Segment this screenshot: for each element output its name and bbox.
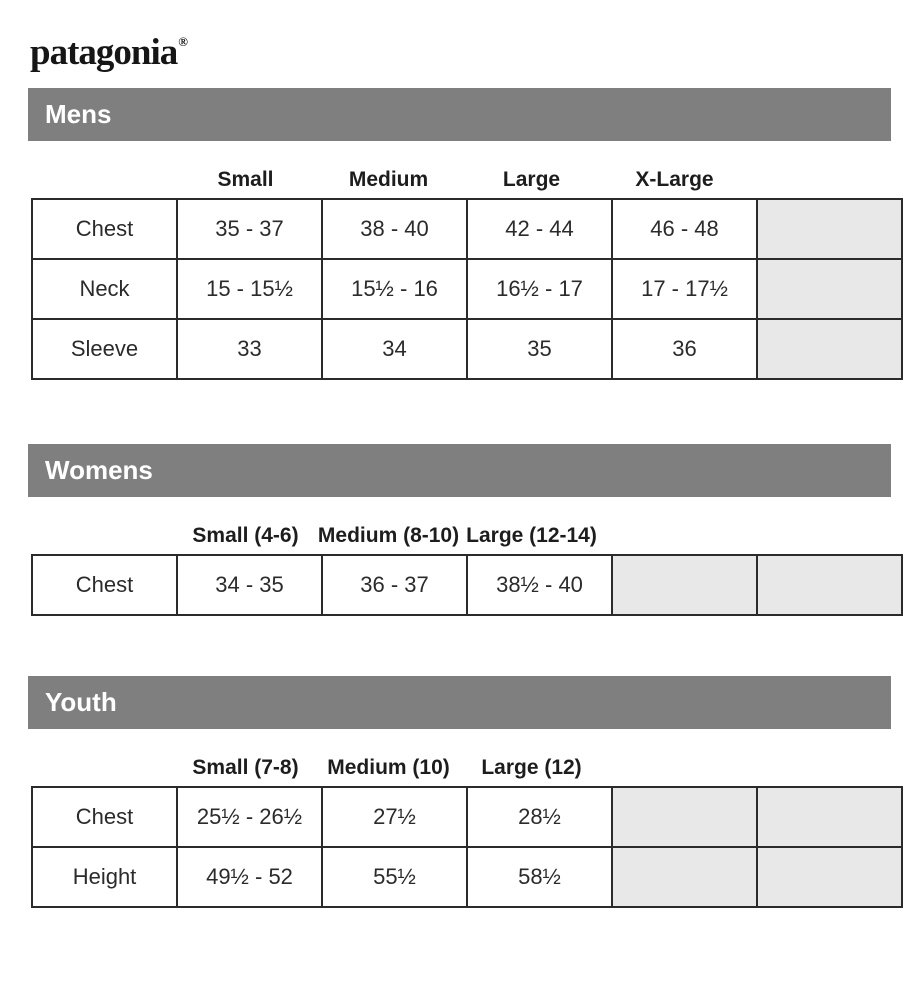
registered-mark: ® bbox=[178, 34, 188, 49]
youth-column-headers: Small (7-8) Medium (10) Large (12) bbox=[31, 752, 891, 786]
table-cell: 36 bbox=[611, 318, 758, 380]
table-cell: 49½ - 52 bbox=[176, 846, 323, 908]
empty-cell bbox=[611, 786, 758, 848]
section-womens: Womens Small (4-6) Medium (8-10) Large (… bbox=[28, 444, 903, 616]
table-cell: 38½ - 40 bbox=[466, 554, 613, 616]
table-row-height: Height 49½ - 52 55½ 58½ bbox=[31, 846, 903, 908]
womens-section-title: Womens bbox=[45, 455, 153, 485]
youth-section-title: Youth bbox=[45, 687, 117, 717]
logo-text: patagonia bbox=[30, 32, 178, 73]
table-row-chest: Chest 35 - 37 38 - 40 42 - 44 46 - 48 bbox=[31, 198, 903, 260]
mens-header-medium: Medium bbox=[348, 168, 429, 191]
table-cell: 35 - 37 bbox=[176, 198, 323, 260]
column-header-spacer bbox=[31, 192, 174, 198]
column-header-spacer bbox=[31, 780, 174, 786]
youth-header-small: Small (7-8) bbox=[192, 756, 299, 779]
row-label: Chest bbox=[31, 554, 178, 616]
mens-size-table: Chest 35 - 37 38 - 40 42 - 44 46 - 48 Ne… bbox=[31, 198, 903, 380]
table-cell: 28½ bbox=[466, 786, 613, 848]
table-row-neck: Neck 15 - 15½ 15½ - 16 16½ - 17 17 - 17½ bbox=[31, 258, 903, 320]
row-label: Chest bbox=[31, 786, 178, 848]
youth-size-table: Chest 25½ - 26½ 27½ 28½ Height 49½ - 52 … bbox=[31, 786, 903, 908]
mens-section-title: Mens bbox=[45, 99, 112, 129]
table-cell: 16½ - 17 bbox=[466, 258, 613, 320]
empty-cell bbox=[756, 198, 903, 260]
mens-column-headers: Small Medium Large X-Large bbox=[31, 164, 891, 198]
table-cell: 34 - 35 bbox=[176, 554, 323, 616]
womens-section-header: Womens bbox=[28, 444, 891, 497]
table-row-chest: Chest 34 - 35 36 - 37 38½ - 40 bbox=[31, 554, 903, 616]
row-label: Sleeve bbox=[31, 318, 178, 380]
womens-size-table: Chest 34 - 35 36 - 37 38½ - 40 bbox=[31, 554, 903, 616]
youth-section-header: Youth bbox=[28, 676, 891, 729]
table-cell: 35 bbox=[466, 318, 613, 380]
empty-cell bbox=[756, 554, 903, 616]
table-cell: 36 - 37 bbox=[321, 554, 468, 616]
table-cell: 15 - 15½ bbox=[176, 258, 323, 320]
mens-header-large: Large bbox=[502, 168, 561, 191]
column-header-spacer bbox=[746, 548, 889, 554]
column-header-spacer bbox=[746, 192, 889, 198]
column-header-spacer bbox=[603, 780, 746, 786]
row-label: Chest bbox=[31, 198, 178, 260]
table-row-sleeve: Sleeve 33 34 35 36 bbox=[31, 318, 903, 380]
table-cell: 15½ - 16 bbox=[321, 258, 468, 320]
patagonia-logo: patagonia® bbox=[30, 0, 891, 73]
womens-header-small: Small (4-6) bbox=[192, 524, 299, 547]
table-cell: 38 - 40 bbox=[321, 198, 468, 260]
table-cell: 42 - 44 bbox=[466, 198, 613, 260]
empty-cell bbox=[611, 846, 758, 908]
table-cell: 17 - 17½ bbox=[611, 258, 758, 320]
section-mens: Mens Small Medium Large X-Large Chest 35… bbox=[28, 88, 903, 380]
mens-section-header: Mens bbox=[28, 88, 891, 141]
youth-header-medium: Medium (10) bbox=[327, 756, 450, 779]
table-cell: 25½ - 26½ bbox=[176, 786, 323, 848]
table-cell: 27½ bbox=[321, 786, 468, 848]
empty-cell bbox=[756, 786, 903, 848]
womens-column-headers: Small (4-6) Medium (8-10) Large (12-14) bbox=[31, 520, 891, 554]
column-header-spacer bbox=[603, 548, 746, 554]
column-header-spacer bbox=[31, 548, 174, 554]
empty-cell bbox=[756, 846, 903, 908]
table-cell: 33 bbox=[176, 318, 323, 380]
table-cell: 34 bbox=[321, 318, 468, 380]
womens-header-large: Large (12-14) bbox=[466, 524, 597, 547]
mens-header-xlarge: X-Large bbox=[635, 168, 714, 191]
section-youth: Youth Small (7-8) Medium (10) Large (12)… bbox=[28, 676, 903, 908]
table-cell: 55½ bbox=[321, 846, 468, 908]
table-cell: 58½ bbox=[466, 846, 613, 908]
row-label: Neck bbox=[31, 258, 178, 320]
womens-header-medium: Medium (8-10) bbox=[317, 524, 460, 547]
empty-cell bbox=[611, 554, 758, 616]
empty-cell bbox=[756, 258, 903, 320]
youth-header-large: Large (12) bbox=[481, 756, 582, 779]
table-row-chest: Chest 25½ - 26½ 27½ 28½ bbox=[31, 786, 903, 848]
empty-cell bbox=[756, 318, 903, 380]
column-header-spacer bbox=[746, 780, 889, 786]
mens-header-small: Small bbox=[217, 168, 274, 191]
row-label: Height bbox=[31, 846, 178, 908]
table-cell: 46 - 48 bbox=[611, 198, 758, 260]
